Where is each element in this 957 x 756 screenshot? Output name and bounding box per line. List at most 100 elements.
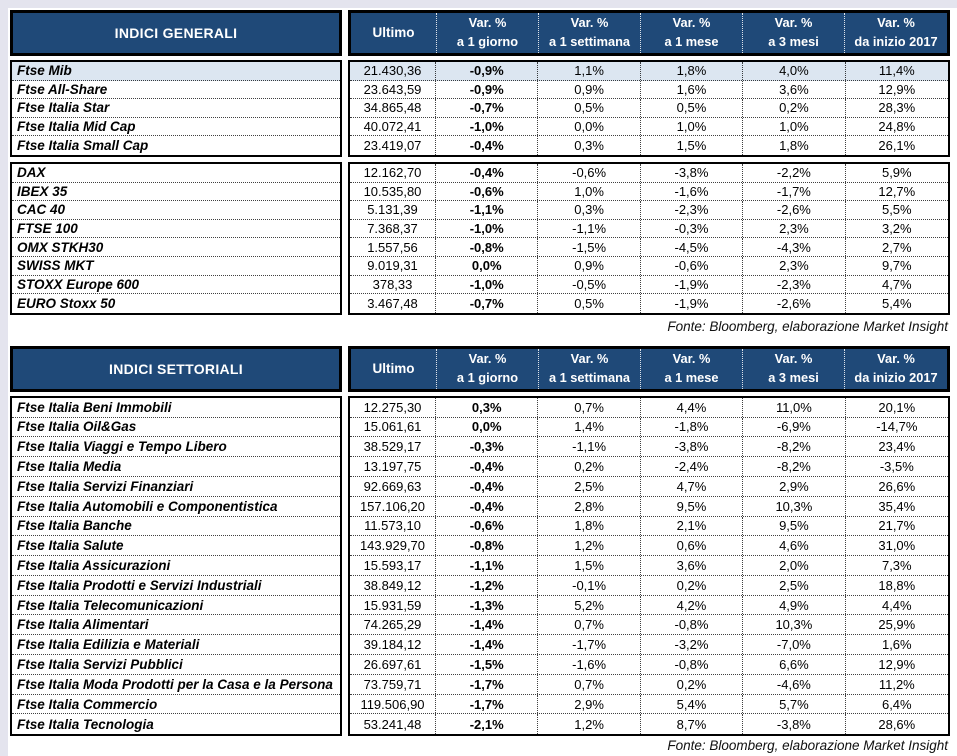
index-label-row: SWISS MKT: [12, 257, 340, 276]
cell-ultimo: 15.931,59: [350, 595, 436, 615]
cell-ultimo: 15.593,17: [350, 556, 436, 575]
column-header-var-4: Var. % da inizio 2017: [845, 349, 947, 389]
cell-var-2: -1,1%: [538, 437, 641, 457]
cell-var-3: -2,4%: [641, 457, 744, 476]
var-period-label: a 1 mese: [664, 34, 719, 49]
cell-var-2: 0,2%: [538, 457, 641, 476]
cell-var-5: 12,9%: [878, 656, 916, 672]
cell-var-5: 18,8%: [878, 577, 916, 593]
sector-table-title: INDICI SETTORIALI: [10, 345, 342, 392]
index-values-row: 21.430,36 -0,9% 1,1% 1,8% 4,0% 11,4%: [350, 62, 948, 81]
var-percent-label: Var. %: [570, 351, 609, 367]
cell-ultimo: 34.865,48: [350, 99, 436, 117]
cell-var-3: 2,1%: [641, 516, 744, 536]
column-header-var-3: Var. % a 3 mesi: [743, 348, 845, 389]
cell-var-4: -6,9%: [743, 417, 846, 437]
cell-var-5: 11,2%: [878, 676, 915, 692]
cell-var-2: 1,1%: [538, 62, 641, 80]
cell-var-4: -2,6%: [743, 294, 846, 313]
cell-ultimo: 9.019,31: [350, 256, 436, 275]
index-values-row: 73.759,71 -1,7% 0,7% 0,2% -4,6% 11,2%: [350, 674, 948, 695]
cell-var-4: 3,6%: [743, 80, 846, 99]
index-values-row: 119.506,90 -1,7% 2,9% 5,4% 5,7% 6,4%: [350, 694, 948, 715]
index-values-row: 23.643,59 -0,9% 0,9% 1,6% 3,6% 12,9%: [350, 80, 948, 100]
column-header-var-0: Var. % a 1 giorno: [437, 348, 539, 389]
var-percent-label: Var. %: [468, 15, 507, 31]
index-label-row: IBEX 35: [12, 183, 340, 202]
general-column-headers: Ultimo Var. % a 1 giorno Var. % a 1 settiman…: [348, 10, 950, 56]
index-label-row: CAC 40: [12, 201, 340, 220]
cell-ultimo: 23.643,59: [350, 80, 436, 99]
index-values-row: 11.573,10 -0,6% 1,8% 2,1% 9,5% 21,7%: [350, 516, 948, 537]
index-label-row: EURO Stoxx 50: [17, 295, 116, 311]
cell-var-3: 4,4%: [641, 397, 744, 417]
sector-column-headers: Ultimo Var. % a 1 giorno Var. % a 1 settiman…: [348, 345, 950, 392]
cell-var-2: 0,7%: [538, 397, 641, 417]
cell-var-3: 3,6%: [641, 556, 744, 575]
column-header-var-0: Var. % a 1 giorno: [437, 13, 539, 53]
index-label-row: Ftse Italia Automobili e Componentistica: [12, 497, 340, 517]
index-values-row: 15.593,17 -1,1% 1,5% 3,6% 2,0% 7,3%: [350, 556, 948, 576]
sector-header-row: INDICI SETTORIALI Ultimo Var. % a 1 giorno V…: [10, 345, 950, 392]
index-values-row: 38.529,17 -0,3% -1,1% -3,8% -8,2% 23,4%: [350, 437, 948, 458]
index-label-row: Ftse Italia Star: [12, 99, 340, 118]
cell-var-2: 0,7%: [538, 615, 641, 635]
cell-var-4: 4,9%: [743, 595, 846, 615]
cell-var-1: -0,4%: [436, 136, 539, 155]
cell-var-2: 0,9%: [538, 80, 641, 99]
cell-var-4: 4,6%: [743, 536, 846, 556]
index-label-row: Ftse Italia Banche: [12, 517, 340, 537]
cell-ultimo: 119.506,90: [350, 694, 436, 714]
cell-var-3: -1,9%: [641, 294, 744, 313]
cell-var-1: -1,4%: [436, 615, 539, 635]
var-period-label: da inizio 2017: [854, 369, 938, 385]
index-values-row: 3.467,48 -0,7% 0,5% -1,9% -2,6% 5,4%: [350, 294, 948, 313]
index-label-row: Ftse Italia Commercio: [12, 695, 340, 715]
var-period-label: a 1 giorno: [456, 369, 519, 385]
cell-ultimo: 10.535,80: [350, 182, 436, 201]
page-margin-top: [0, 0, 957, 8]
cell-ultimo: 1.557,56: [350, 238, 436, 256]
cell-var-2: -1,7%: [538, 635, 641, 655]
cell-var-4: 0,2%: [743, 99, 846, 117]
cell-var-2: -0,1%: [538, 575, 641, 595]
cell-var-1: -0,7%: [436, 99, 539, 117]
cell-var-2: -1,1%: [538, 219, 641, 238]
sector-indices-table: INDICI SETTORIALI Ultimo Var. % a 1 giorno V…: [10, 345, 950, 737]
index-label-row: Ftse Italia Mid Cap: [12, 118, 340, 137]
cell-var-4: 2,5%: [743, 575, 846, 595]
cell-var-2: 1,2%: [538, 714, 641, 735]
index-label-row: Ftse Italia Oil&Gas: [12, 418, 340, 438]
cell-var-3: 5,4%: [641, 694, 744, 714]
cell-var-4: -1,7%: [743, 182, 846, 201]
cell-var-5: 12,7%: [878, 183, 916, 199]
cell-var-1: -2,1%: [436, 714, 539, 735]
cell-var-3: 9,5%: [641, 496, 744, 516]
cell-var-3: -3,8%: [641, 437, 744, 457]
index-values-block: 12.162,70 -0,4% -0,6% -3,8% -2,2% 5,9% 10.535,…: [348, 161, 950, 315]
var-percent-label: Var. %: [672, 15, 711, 31]
cell-var-2: 2,5%: [538, 476, 641, 496]
var-period-label: a 1 settimana: [548, 34, 631, 49]
cell-var-1: -0,8%: [436, 238, 539, 256]
general-table-title: INDICI GENERALI: [10, 10, 342, 56]
cell-var-3: 1,5%: [641, 136, 744, 155]
cell-ultimo: 23.419,07: [350, 136, 436, 155]
cell-var-4: -2,6%: [743, 201, 846, 219]
cell-ultimo: 11.573,10: [350, 516, 436, 536]
index-values-row: 1.557,56 -0,8% -1,5% -4,5% -4,3% 2,7%: [350, 238, 948, 257]
index-label-row: Ftse Italia Media: [12, 457, 340, 477]
cell-ultimo: 74.265,29: [350, 615, 436, 635]
index-label-row: Ftse Italia Small Cap: [17, 138, 149, 154]
cell-ultimo: 92.669,63: [350, 476, 436, 496]
cell-var-5: 26,1%: [878, 138, 916, 154]
cell-var-5: 3,2%: [881, 221, 912, 237]
index-values-row: 39.184,12 -1,4% -1,7% -3,2% -7,0% 1,6%: [350, 635, 948, 656]
cell-var-3: 0,6%: [641, 536, 744, 556]
index-label-row: Ftse Mib: [12, 62, 340, 81]
column-header-var-2: Var. % a 1 mese: [641, 13, 743, 53]
cell-var-2: 1,8%: [538, 516, 641, 536]
cell-var-5: 28,3%: [878, 100, 916, 116]
cell-var-2: 0,9%: [538, 256, 641, 275]
cell-var-1: 0,3%: [436, 397, 539, 417]
